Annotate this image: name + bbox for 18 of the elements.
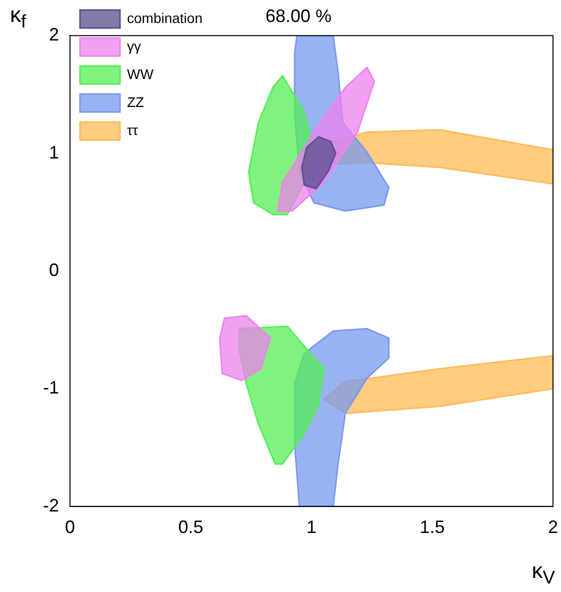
x-tick-label: 0	[64, 517, 76, 538]
legend-label: ττ	[127, 122, 139, 138]
y-tick-label: 1	[48, 142, 60, 162]
x-tick-label: 1.5	[420, 517, 445, 538]
y-tick-label: -1	[42, 378, 60, 398]
legend-label: ZZ	[127, 94, 145, 110]
x-axis-title: κ$_{V}$	[532, 558, 555, 588]
y-tick-label: 0	[48, 260, 60, 280]
chart-title: 68.00 %	[265, 6, 332, 26]
y-tick-label: -2	[42, 495, 60, 516]
legend-label: γγ	[127, 38, 142, 54]
x-tick-label: 2	[548, 517, 558, 538]
y-axis-title: κ$_{f}$	[10, 2, 26, 32]
x-tick-label: 0.5	[178, 517, 204, 538]
y-tick-label: 2	[48, 24, 60, 45]
legend-label: combination	[127, 10, 203, 26]
legend-label: WW	[127, 66, 154, 82]
x-tick-label: 1	[306, 517, 317, 538]
